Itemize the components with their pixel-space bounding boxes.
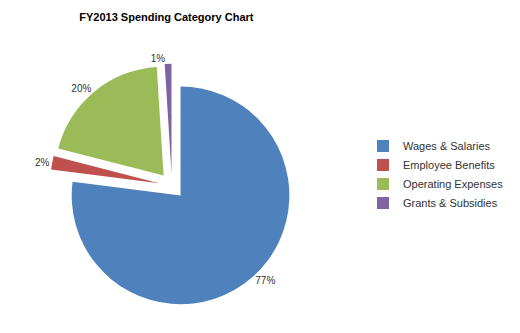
svg-text:Grants & Subsidies: Grants & Subsidies <box>403 197 498 209</box>
svg-text:1%: 1% <box>151 53 166 64</box>
svg-text:Operating Expenses: Operating Expenses <box>403 178 503 190</box>
svg-text:77%: 77% <box>255 275 275 286</box>
svg-text:Employee Benefits: Employee Benefits <box>403 159 495 171</box>
svg-text:2%: 2% <box>35 157 50 168</box>
svg-text:FY2013 Spending Category Chart: FY2013 Spending Category Chart <box>79 11 254 23</box>
svg-text:Wages & Salaries: Wages & Salaries <box>403 140 491 152</box>
svg-text:20%: 20% <box>71 83 91 94</box>
